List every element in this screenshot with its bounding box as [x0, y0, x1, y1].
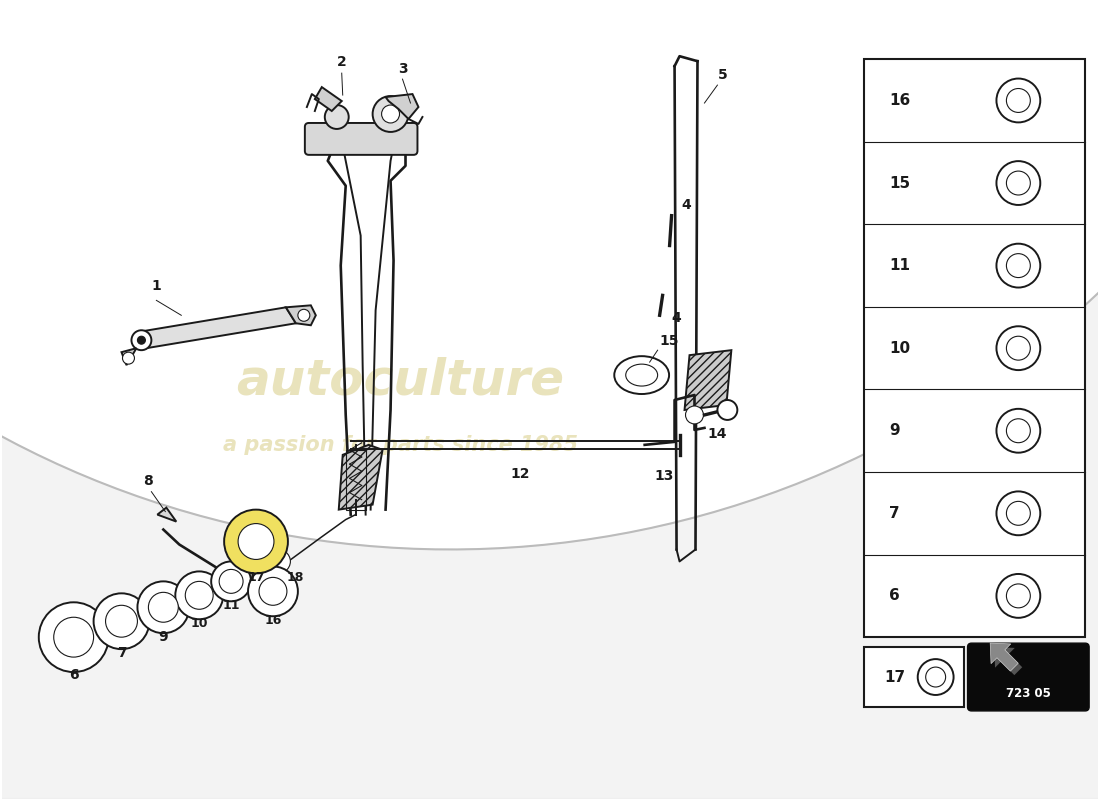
Polygon shape — [157, 508, 176, 522]
Text: 5: 5 — [717, 68, 727, 82]
Circle shape — [917, 659, 954, 695]
FancyBboxPatch shape — [864, 59, 1085, 637]
Polygon shape — [136, 307, 296, 348]
Polygon shape — [339, 445, 383, 510]
Text: 6: 6 — [889, 588, 900, 603]
Text: 16: 16 — [889, 93, 910, 108]
Circle shape — [148, 592, 178, 622]
Text: 1: 1 — [152, 279, 162, 294]
Ellipse shape — [626, 364, 658, 386]
Circle shape — [229, 563, 257, 591]
Circle shape — [185, 582, 213, 610]
FancyBboxPatch shape — [864, 647, 964, 707]
Circle shape — [298, 310, 310, 322]
Text: 7: 7 — [117, 646, 126, 660]
Circle shape — [997, 574, 1041, 618]
Text: 6: 6 — [69, 668, 78, 682]
Circle shape — [132, 330, 152, 350]
Circle shape — [258, 578, 287, 606]
Text: 16: 16 — [264, 614, 282, 627]
Polygon shape — [286, 306, 316, 326]
Circle shape — [219, 570, 243, 594]
Circle shape — [238, 523, 274, 559]
Circle shape — [138, 336, 145, 344]
Text: 4: 4 — [682, 198, 691, 212]
Text: 14: 14 — [707, 427, 727, 441]
Circle shape — [248, 566, 258, 578]
Circle shape — [122, 352, 134, 364]
Circle shape — [685, 406, 704, 424]
Text: 9: 9 — [158, 630, 168, 644]
Text: 8: 8 — [143, 474, 153, 488]
Circle shape — [211, 562, 251, 602]
Circle shape — [997, 326, 1041, 370]
Circle shape — [717, 400, 737, 420]
Text: 15: 15 — [889, 175, 910, 190]
Polygon shape — [121, 348, 136, 365]
Circle shape — [39, 602, 109, 672]
Circle shape — [1006, 171, 1031, 195]
Circle shape — [1006, 89, 1031, 113]
Circle shape — [1006, 502, 1031, 526]
Text: 12: 12 — [510, 466, 529, 481]
Circle shape — [54, 618, 94, 657]
Text: 13: 13 — [654, 469, 674, 482]
Text: 17: 17 — [883, 670, 905, 685]
Circle shape — [1006, 584, 1031, 608]
Text: 18: 18 — [287, 571, 305, 584]
Polygon shape — [684, 350, 732, 410]
Text: a passion for parts since 1985: a passion for parts since 1985 — [223, 435, 578, 455]
Polygon shape — [315, 87, 342, 111]
Circle shape — [224, 510, 288, 574]
Ellipse shape — [255, 547, 290, 575]
Circle shape — [138, 582, 189, 633]
Text: 7: 7 — [889, 506, 900, 521]
Text: 11: 11 — [889, 258, 910, 273]
Circle shape — [1006, 336, 1031, 360]
FancyBboxPatch shape — [305, 123, 418, 155]
Polygon shape — [994, 647, 1022, 675]
Circle shape — [249, 566, 298, 616]
Circle shape — [997, 161, 1041, 205]
Circle shape — [382, 105, 399, 123]
Text: 4: 4 — [672, 311, 681, 326]
Circle shape — [324, 105, 349, 129]
Text: 2: 2 — [337, 55, 346, 69]
Circle shape — [241, 559, 265, 583]
FancyBboxPatch shape — [968, 643, 1089, 711]
Text: 9: 9 — [889, 423, 900, 438]
Circle shape — [926, 667, 946, 687]
Text: 10: 10 — [190, 618, 208, 630]
Text: 3: 3 — [398, 62, 408, 76]
Text: 11: 11 — [222, 599, 240, 612]
Circle shape — [1006, 418, 1031, 442]
Circle shape — [373, 96, 408, 132]
Text: 15: 15 — [660, 334, 679, 348]
Text: 10: 10 — [889, 341, 910, 356]
Circle shape — [997, 244, 1041, 287]
Polygon shape — [386, 94, 418, 119]
Circle shape — [1006, 254, 1031, 278]
Circle shape — [175, 571, 223, 619]
Circle shape — [997, 78, 1041, 122]
Text: autoculture: autoculture — [236, 356, 564, 404]
Text: 17: 17 — [248, 571, 265, 584]
Text: 723 05: 723 05 — [1005, 687, 1050, 700]
Circle shape — [106, 606, 138, 637]
Circle shape — [997, 491, 1041, 535]
Circle shape — [94, 594, 150, 649]
Circle shape — [236, 570, 250, 584]
Ellipse shape — [614, 356, 669, 394]
Polygon shape — [990, 643, 1019, 671]
Circle shape — [997, 409, 1041, 453]
